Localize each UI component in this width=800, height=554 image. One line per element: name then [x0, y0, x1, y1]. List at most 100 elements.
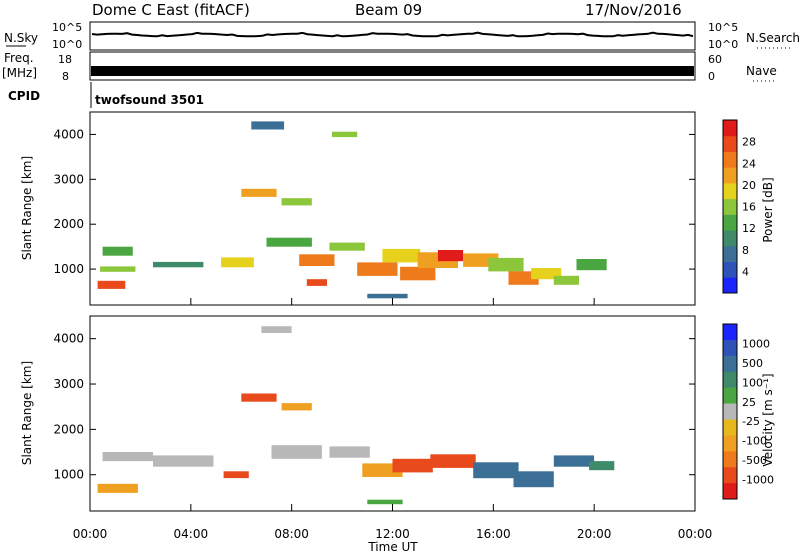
velocity-cell-15: [367, 499, 403, 505]
velocity-colorbar: 1000 500 100 25 -25 -100 -500 -1000: [722, 323, 774, 500]
power-colorbar-tick-0: 28: [742, 136, 756, 149]
time-axis-label: Time UT: [367, 540, 418, 554]
velocity-ytick-label-2: 3000: [53, 377, 84, 391]
time-tick-label-5: 20:00: [577, 527, 612, 541]
velocity-colorbar-swatch-8: [723, 451, 737, 468]
freq-tick-right-top: 60: [708, 53, 722, 66]
velocity-ytick-label-1: 2000: [53, 422, 84, 436]
velocity-colorbar-swatch-5: [723, 403, 737, 420]
velocity-colorbar-tick-4: -25: [742, 415, 760, 428]
nsky-tick-right-top: 10^5: [708, 21, 738, 34]
power-colorbar-swatch-6: [723, 182, 737, 200]
freq-label: Freq.: [4, 51, 34, 65]
radar-title: Dome C East (fitACF): [92, 1, 250, 19]
velocity-colorbar-swatch-3: [723, 371, 737, 389]
power-ytick-label-1: 2000: [53, 217, 84, 231]
power-cell-11: [357, 262, 398, 276]
velocity-cell-13: [553, 455, 595, 467]
velocity-colorbar-swatch-0: [723, 324, 737, 341]
power-ytick-label-2: 3000: [53, 172, 84, 186]
power-cell-12: [382, 248, 421, 263]
power-colorbar-swatch-0: [723, 277, 737, 294]
power-cell-13: [400, 266, 436, 281]
power-colorbar-label: Power [dB]: [761, 177, 775, 242]
power-cell-23: [251, 121, 285, 130]
power-cell-19: [531, 268, 562, 280]
power-panel: [89, 111, 696, 306]
nsearch-label: N.Search: [746, 31, 800, 45]
power-colorbar: 28 24 20 16 12 8 4: [722, 119, 756, 294]
nsky-trace: [91, 31, 694, 38]
power-cell-6: [281, 198, 312, 206]
power-cell-4: [221, 257, 254, 268]
velocity-cell-1: [102, 452, 153, 462]
velocity-cell-16: [261, 326, 292, 333]
freq-tick-left-bottom: 8: [62, 70, 69, 83]
power-cell-15: [437, 250, 464, 262]
nsky-panel: [89, 21, 696, 51]
time-tick-label-3: 12:00: [375, 527, 410, 541]
power-cell-8: [299, 254, 335, 266]
velocity-cell-14: [589, 461, 615, 471]
velocity-y-label: Slant Range [km]: [20, 361, 34, 465]
velocity-colorbar-swatch-1: [723, 339, 737, 357]
velocity-colorbar-tick-2: 100: [742, 376, 763, 389]
power-cell-24: [332, 131, 358, 138]
cpid-label: CPID: [8, 89, 40, 103]
velocity-colorbar-swatch-9: [723, 467, 737, 484]
velocity-colorbar-tick-5: -100: [742, 435, 767, 448]
velocity-cell-5: [281, 403, 312, 411]
velocity-cell-6: [271, 445, 322, 459]
power-cell-2: [102, 246, 133, 256]
beam-title: Beam 09: [355, 1, 422, 19]
velocity-cell-4: [241, 393, 277, 402]
time-tick-label-4: 16:00: [476, 527, 511, 541]
nsky-tick-right-bottom: 10^0: [708, 38, 738, 51]
time-tick-label-6: 00:00: [678, 527, 713, 541]
power-colorbar-swatch-9: [723, 135, 737, 152]
power-colorbar-tick-1: 24: [742, 157, 756, 170]
freq-band: [91, 66, 694, 76]
time-tick-label-0: 00:00: [73, 527, 108, 541]
velocity-colorbar-tick-6: -500: [742, 454, 767, 467]
velocity-cell-12: [513, 471, 554, 488]
velocity-cell-11: [473, 462, 519, 479]
freq-panel: [89, 51, 696, 81]
power-cell-3: [153, 261, 204, 268]
freq-unit: [MHz]: [2, 66, 37, 80]
power-colorbar-swatch-2: [723, 245, 737, 262]
power-colorbar-tick-5: 8: [742, 244, 749, 257]
velocity-colorbar-swatch-6: [723, 419, 737, 436]
power-cell-1: [100, 266, 136, 272]
nsky-label: N.Sky: [4, 31, 38, 45]
nave-label: Nave: [746, 64, 777, 78]
power-cell-20: [553, 275, 579, 285]
power-colorbar-tick-2: 20: [742, 179, 756, 192]
power-colorbar-swatch-10: [723, 120, 737, 137]
time-axis-ticks: 00:00 04:00 08:00 12:00 16:00 20:00 00:00: [73, 298, 713, 541]
power-colorbar-swatch-7: [723, 167, 737, 184]
velocity-cell-2: [153, 455, 214, 467]
power-cell-21: [576, 259, 607, 271]
velocity-cell-3: [223, 471, 249, 479]
nsky-tick-left-top: 10^5: [52, 21, 82, 34]
power-cell-7: [266, 237, 312, 247]
velocity-colorbar-tick-7: -1000: [742, 474, 774, 487]
velocity-cell-10: [430, 454, 476, 468]
power-ytick-label-0: 1000: [53, 262, 84, 276]
power-cell-17: [488, 257, 524, 272]
velocity-cell-0: [97, 483, 138, 493]
velocity-panel: [89, 315, 696, 512]
velocity-colorbar-tick-3: 25: [742, 396, 756, 409]
power-colorbar-swatch-1: [723, 261, 737, 278]
power-colorbar-swatch-4: [723, 214, 737, 231]
velocity-colorbar-label: Velocity [m s⁻¹]: [761, 373, 775, 466]
nsky-tick-left-bottom: 10^0: [52, 38, 82, 51]
date-title: 17/Nov/2016: [585, 1, 682, 19]
cpid-text: twofsound 3501: [95, 93, 204, 107]
power-cell-22: [367, 293, 408, 299]
velocity-colorbar-swatch-7: [723, 435, 737, 452]
power-colorbar-tick-6: 4: [742, 265, 749, 278]
freq-tick-right-bottom: 0: [708, 70, 715, 83]
power-colorbar-frame: [722, 119, 738, 294]
